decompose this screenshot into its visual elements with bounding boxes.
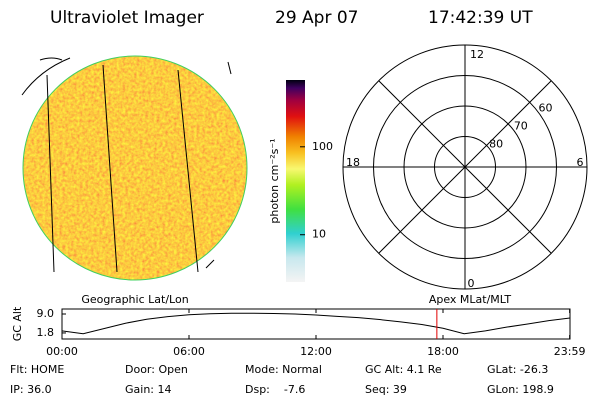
info-field: GC Alt: 4.1 Re [365,363,442,376]
info-field: Mode: Normal [245,363,322,376]
x-tick-label: 18:00 [427,345,459,358]
lat-ring [403,105,527,229]
y-tick-label: 1.8 [37,326,55,339]
info-field: IP: 36.0 [10,383,52,396]
x-tick-label: 23:59 [554,345,586,358]
x-tick-label: 06:00 [173,345,205,358]
lat-ring [434,136,496,198]
x-tick-label: 12:00 [300,345,332,358]
colorbar-label: photon cm⁻²s⁻¹ [268,138,281,223]
colorbar-tick-label: 10 [312,228,326,241]
mlt-label: 18 [346,156,360,169]
info-field: Dsp: -7.6 [245,383,305,396]
altitude-ylabel: GC Alt [11,306,24,341]
image-panel [21,55,248,281]
mlt-label: 12 [470,48,484,61]
info-field: Flt: HOME [10,363,64,376]
date: 29 Apr 07 [275,8,358,28]
polar-label: Apex MLat/MLT [429,293,512,306]
altitude-curve [61,312,571,335]
lat-ring [373,75,557,259]
mlt-label: 6 [577,156,584,169]
polar-outer [342,44,588,290]
info-field: GLat: -26.3 [487,363,548,376]
polar-spokes [343,45,587,289]
mlt-label: 0 [468,277,475,290]
coastlines [21,57,232,269]
altitude-frame [61,308,571,340]
x-tick-label: 00:00 [46,345,78,358]
image-label: Geographic Lat/Lon [81,293,188,306]
lat-label: 60 [538,102,552,115]
lat-label: 70 [514,119,528,132]
info-field: Door: Open [125,363,188,376]
colorbar-tick-label: 100 [312,140,333,153]
image-texture [23,56,247,280]
lat-label: 80 [489,137,503,150]
title: Ultraviolet Imager [50,8,204,28]
time: 17:42:39 UT [428,8,533,28]
info-field: Gain: 14 [125,383,172,396]
meridians [46,64,199,273]
info-field: GLon: 198.9 [487,383,554,396]
limb [22,55,248,281]
colorbar [286,80,305,282]
info-field: Seq: 39 [365,383,407,396]
y-tick-label: 9.0 [37,307,55,320]
